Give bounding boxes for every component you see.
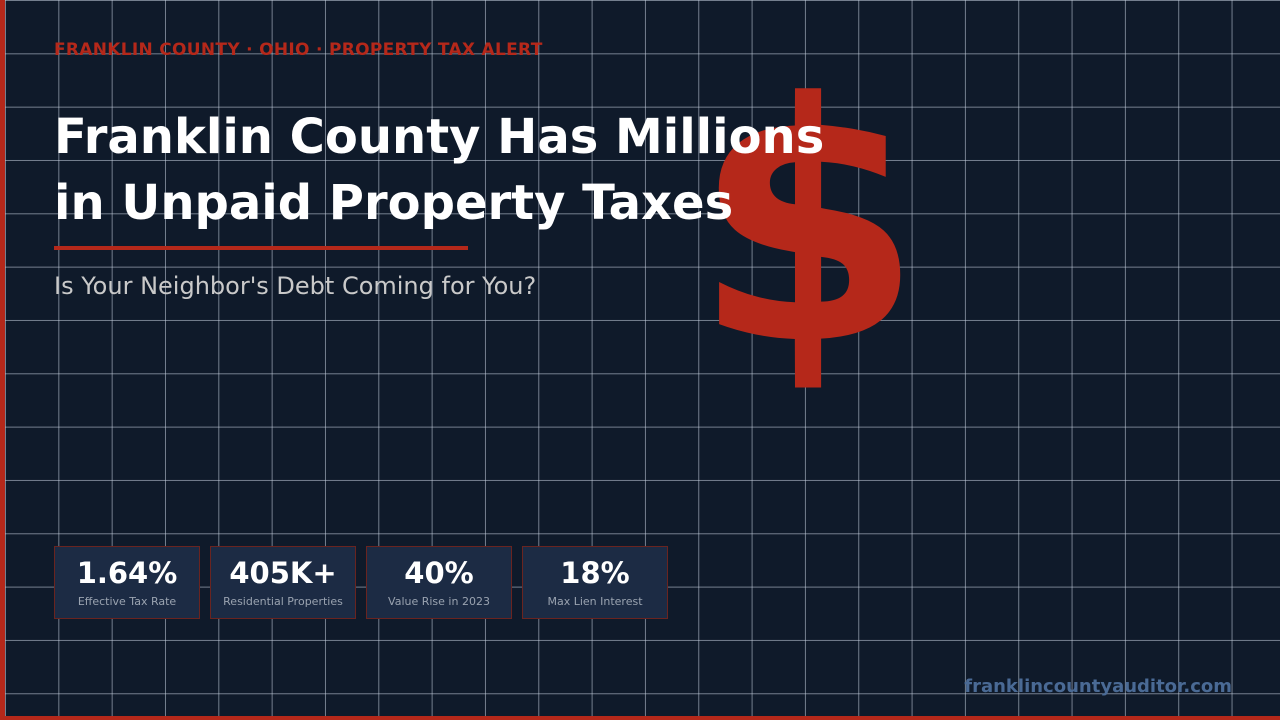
title: Franklin County Has Millions in Unpaid P… [54,104,824,236]
title-line: Franklin County Has Millions [54,109,825,165]
subtitle: Is Your Neighbor's Debt Coming for You? [54,272,537,300]
stat-card: 18% Max Lien Interest [522,546,668,619]
stat-card: 405K+ Residential Properties [210,546,356,619]
stat-value: 18% [560,556,630,590]
dollar-symbol: $ [693,33,923,417]
title-rule [54,246,468,250]
stat-card: 40% Value Rise in 2023 [366,546,512,619]
stat-card: 1.64% Effective Tax Rate [54,546,200,619]
stats: 1.64% Effective Tax Rate 405K+ Residential … [54,546,668,619]
stat-value: 40% [404,556,474,590]
title-line: in Unpaid Property Taxes [54,175,734,231]
stat-value: 405K+ [229,556,337,590]
stat-label: Value Rise in 2023 [388,595,490,608]
stat-label: Effective Tax Rate [77,595,177,608]
footer-url[interactable]: franklincountyauditor.com [964,676,1232,697]
stat-label: Residential Properties [223,595,343,608]
stat-value: 1.64% [76,556,178,590]
stat-label: Max Lien Interest [547,595,643,608]
kicker: FRANKLIN COUNTY · OHIO · PROPERTY TAX AL… [54,40,543,60]
